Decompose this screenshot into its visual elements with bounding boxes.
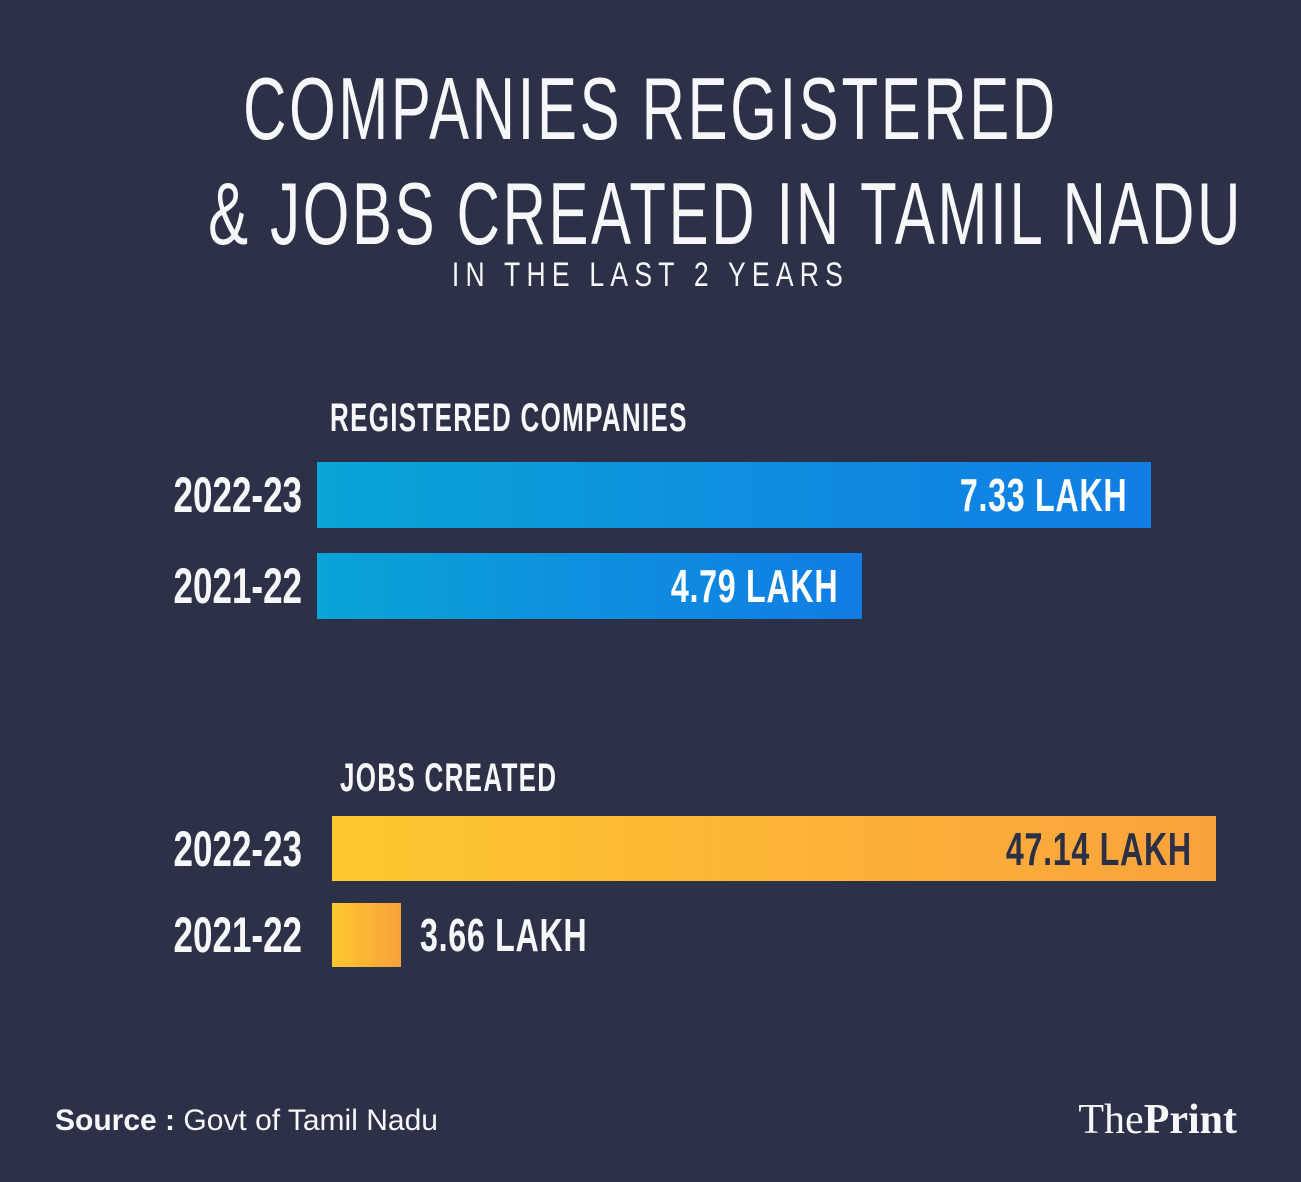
brand-regular: The — [1078, 1097, 1144, 1143]
bar-jobs-2021-22 — [332, 903, 401, 967]
value-label: 4.79 LAKH — [670, 560, 839, 612]
category-label: 2022-23 — [173, 820, 302, 877]
chart-title-jobs-created: JOBS CREATED — [340, 756, 558, 800]
source-label: Source : — [55, 1104, 176, 1137]
bar-jobs-2022-23: 47.14 LAKH — [332, 816, 1216, 881]
title-line-1: COMPANIES REGISTERED — [243, 59, 1058, 158]
category-label: 2022-23 — [173, 467, 302, 523]
bar-row: 2022-23 47.14 LAKH — [0, 816, 1301, 881]
bar-registered-2022-23: 7.33 LAKH — [317, 462, 1151, 528]
chart-title-registered-companies: REGISTERED COMPANIES — [330, 396, 688, 440]
value-label: 7.33 LAKH — [959, 469, 1128, 521]
title-line-2: & JOBS CREATED IN TAMIL NADU — [208, 164, 1244, 263]
source-note: Source : Govt of Tamil Nadu — [55, 1103, 438, 1139]
category-label: 2021-22 — [173, 558, 302, 614]
bar-row: 2021-22 3.66 LAKH — [0, 903, 1301, 967]
value-label: 47.14 LAKH — [1006, 822, 1193, 875]
bar-row: 2021-22 4.79 LAKH — [0, 553, 1301, 619]
value-label: 3.66 LAKH — [420, 909, 588, 961]
theprint-logo: ThePrint — [1078, 1096, 1237, 1144]
bar-row: 2022-23 7.33 LAKH — [0, 462, 1301, 528]
category-label: 2021-22 — [173, 907, 302, 963]
subtitle: IN THE LAST 2 YEARS — [451, 256, 850, 294]
bar-registered-2021-22: 4.79 LAKH — [317, 553, 862, 619]
source-text: Govt of Tamil Nadu — [183, 1104, 438, 1137]
brand-bold: Print — [1143, 1097, 1237, 1143]
